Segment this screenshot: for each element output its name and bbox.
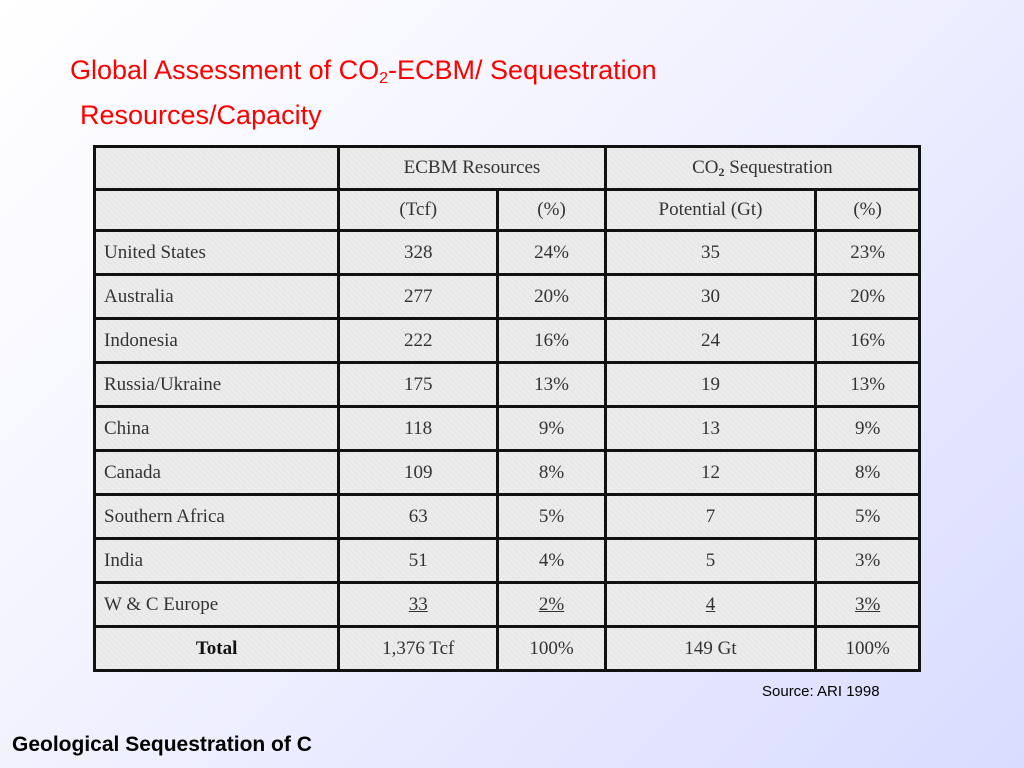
- table-row: W & C Europe 33 2% 4 3%: [96, 584, 918, 625]
- table-corner-cell: [96, 148, 338, 188]
- gt-pct-cell: 3%: [817, 584, 918, 625]
- table-row: Indonesia 222 16% 24 16%: [96, 320, 918, 361]
- gt-cell: 7: [606, 496, 815, 537]
- country-cell: Russia/Ukraine: [96, 364, 338, 405]
- ecbm-resources-header: ECBM Resources: [340, 148, 604, 188]
- gt-value: 4: [705, 593, 716, 615]
- slide-title: Global Assessment of CO2-ECBM/ Sequestra…: [70, 52, 657, 134]
- data-table-frame: ECBM Resources CO2 Sequestration (Tcf) (…: [93, 145, 921, 672]
- table-row: Southern Africa 63 5% 7 5%: [96, 496, 918, 537]
- total-tcf-pct-cell: 100%: [499, 628, 604, 669]
- slide-footer: Geological Sequestration of C: [12, 733, 312, 756]
- gt-pct-value: 3%: [854, 593, 881, 615]
- ecbm-sequestration-table: ECBM Resources CO2 Sequestration (Tcf) (…: [93, 145, 921, 672]
- table-blank-cell: [96, 191, 338, 229]
- gt-pct-cell: 23%: [817, 232, 918, 273]
- tcf-pct-cell: 9%: [499, 408, 604, 449]
- table-row: United States 328 24% 35 23%: [96, 232, 918, 273]
- tcf-pct-value: 2%: [538, 593, 565, 615]
- table-unit-header-row: (Tcf) (%) Potential (Gt) (%): [96, 191, 918, 229]
- gt-cell: 4: [606, 584, 815, 625]
- gt-cell: 19: [606, 364, 815, 405]
- tcf-cell: 51: [340, 540, 497, 581]
- tcf-pct-cell: 2%: [499, 584, 604, 625]
- total-gt-pct-cell: 100%: [817, 628, 918, 669]
- gt-cell: 12: [606, 452, 815, 493]
- co2-header-subscript: 2: [718, 164, 725, 179]
- gt-pct-cell: 8%: [817, 452, 918, 493]
- table-row: Canada 109 8% 12 8%: [96, 452, 918, 493]
- tcf-pct-cell: 20%: [499, 276, 604, 317]
- title-line2: Resources/Capacity: [80, 100, 322, 130]
- total-gt-cell: 149 Gt: [606, 628, 815, 669]
- total-tcf-cell: 1,376 Tcf: [340, 628, 497, 669]
- country-cell: Southern Africa: [96, 496, 338, 537]
- tcf-pct-cell: 5%: [499, 496, 604, 537]
- tcf-cell: 33: [340, 584, 497, 625]
- column-header-tcf-pct: (%): [499, 191, 604, 229]
- column-header-potential-gt: Potential (Gt): [606, 191, 815, 229]
- co2-sequestration-header: CO2 Sequestration: [606, 148, 918, 188]
- tcf-pct-cell: 24%: [499, 232, 604, 273]
- country-cell: Australia: [96, 276, 338, 317]
- title-subscript: 2: [379, 70, 389, 87]
- tcf-pct-cell: 13%: [499, 364, 604, 405]
- country-cell: Canada: [96, 452, 338, 493]
- tcf-pct-cell: 4%: [499, 540, 604, 581]
- total-label-cell: Total: [96, 628, 338, 669]
- column-header-tcf: (Tcf): [340, 191, 497, 229]
- table-row: China 118 9% 13 9%: [96, 408, 918, 449]
- country-cell: China: [96, 408, 338, 449]
- gt-cell: 13: [606, 408, 815, 449]
- tcf-cell: 222: [340, 320, 497, 361]
- gt-pct-cell: 20%: [817, 276, 918, 317]
- gt-cell: 24: [606, 320, 815, 361]
- tcf-pct-cell: 8%: [499, 452, 604, 493]
- column-header-gt-pct: (%): [817, 191, 918, 229]
- gt-cell: 5: [606, 540, 815, 581]
- tcf-cell: 118: [340, 408, 497, 449]
- table-row: India 51 4% 5 3%: [96, 540, 918, 581]
- co2-header-prefix: CO: [692, 156, 719, 178]
- country-cell: United States: [96, 232, 338, 273]
- country-cell: India: [96, 540, 338, 581]
- gt-pct-cell: 13%: [817, 364, 918, 405]
- tcf-cell: 109: [340, 452, 497, 493]
- tcf-cell: 328: [340, 232, 497, 273]
- co2-header-suffix: Sequestration: [724, 156, 833, 178]
- tcf-cell: 63: [340, 496, 497, 537]
- country-cell: W & C Europe: [96, 584, 338, 625]
- gt-pct-cell: 9%: [817, 408, 918, 449]
- tcf-value: 33: [408, 593, 428, 615]
- table-row: Russia/Ukraine 175 13% 19 13%: [96, 364, 918, 405]
- table-total-row: Total 1,376 Tcf 100% 149 Gt 100%: [96, 628, 918, 669]
- gt-pct-cell: 5%: [817, 496, 918, 537]
- gt-cell: 30: [606, 276, 815, 317]
- country-cell: Indonesia: [96, 320, 338, 361]
- gt-pct-cell: 16%: [817, 320, 918, 361]
- title-text-part2: -ECBM/ Sequestration: [388, 55, 657, 85]
- title-text-part1: Global Assessment of CO: [70, 55, 380, 85]
- tcf-cell: 175: [340, 364, 497, 405]
- table-group-header-row: ECBM Resources CO2 Sequestration: [96, 148, 918, 188]
- source-note: Source: ARI 1998: [762, 683, 880, 700]
- gt-pct-cell: 3%: [817, 540, 918, 581]
- tcf-cell: 277: [340, 276, 497, 317]
- tcf-pct-cell: 16%: [499, 320, 604, 361]
- gt-cell: 35: [606, 232, 815, 273]
- table-row: Australia 277 20% 30 20%: [96, 276, 918, 317]
